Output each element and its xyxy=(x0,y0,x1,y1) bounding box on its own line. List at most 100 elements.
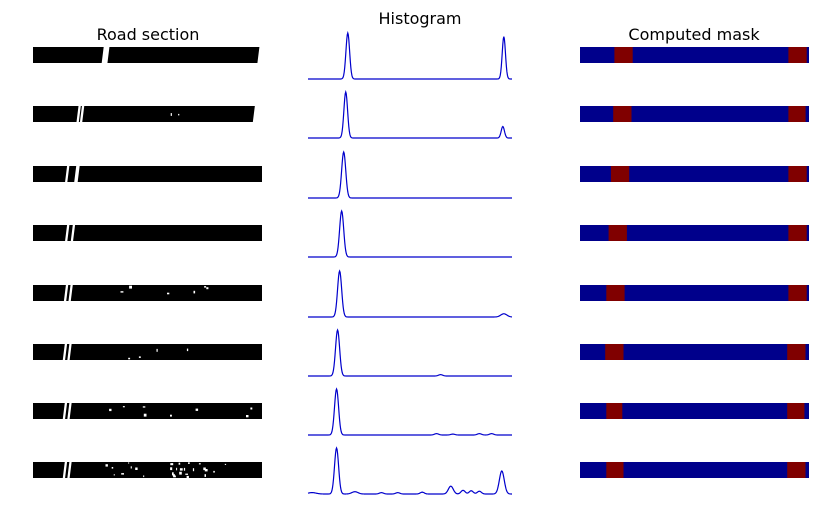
histogram-line-7 xyxy=(308,387,512,436)
mask-lane-cell xyxy=(787,462,806,478)
road-lane-gap xyxy=(101,47,110,63)
road-speck xyxy=(135,467,138,470)
road-speck xyxy=(105,464,108,467)
mask-lane-cell xyxy=(606,403,623,419)
road-lane-gap xyxy=(65,225,70,241)
road-lane-gap xyxy=(67,344,72,360)
road-speck xyxy=(198,463,201,465)
road-lane-gap xyxy=(79,106,85,122)
road-speck xyxy=(170,414,172,417)
road-section-4 xyxy=(33,225,262,241)
histogram-line-8 xyxy=(307,446,513,495)
road-speck xyxy=(250,407,253,410)
histogram-line-4 xyxy=(308,209,512,258)
mask-row-1 xyxy=(580,47,809,63)
road-speck xyxy=(176,467,178,471)
road-speck xyxy=(111,467,114,469)
road-lane-gap xyxy=(252,106,264,122)
road-speck xyxy=(170,467,173,471)
road-speck xyxy=(128,357,131,360)
road-lane-gap xyxy=(70,225,76,241)
road-speck xyxy=(142,406,146,408)
road-speck xyxy=(188,462,190,464)
road-lane-gap xyxy=(76,106,81,122)
road-section-7 xyxy=(33,403,262,419)
histogram-line-5 xyxy=(308,269,513,318)
road-section-5 xyxy=(33,285,262,301)
road-lane-gap xyxy=(63,285,69,301)
mask-lane-cell xyxy=(606,462,624,478)
road-speck xyxy=(179,471,182,475)
road-speck xyxy=(204,474,206,477)
road-speck xyxy=(170,463,174,466)
histogram-line-1 xyxy=(308,30,512,80)
road-speck xyxy=(128,462,130,464)
road-speck xyxy=(186,475,189,479)
road-speck xyxy=(183,467,186,471)
mask-row-6 xyxy=(580,344,809,360)
mask-lane-cell xyxy=(788,285,807,301)
road-speck xyxy=(143,413,147,417)
mask-lane-cell xyxy=(788,106,806,122)
mask-row-4 xyxy=(580,225,809,241)
road-section-6 xyxy=(33,344,262,360)
mask-lane-cell xyxy=(788,166,807,182)
mask-lane-cell xyxy=(788,47,807,63)
road-section-8 xyxy=(33,462,262,478)
road-speck xyxy=(178,113,180,116)
road-speck xyxy=(143,475,145,478)
road-lane-gap xyxy=(62,403,68,419)
mask-lane-cell xyxy=(605,344,624,360)
road-speck xyxy=(204,469,208,472)
histogram-title: Histogram xyxy=(378,9,462,28)
road-speck xyxy=(121,473,124,475)
road-speck xyxy=(138,356,141,358)
road-section-1 xyxy=(33,47,262,63)
mask-row-2 xyxy=(580,106,809,122)
road-speck xyxy=(195,408,199,411)
road-speck xyxy=(213,470,215,473)
mask-lane-cell xyxy=(606,285,625,301)
road-lane-gap xyxy=(67,403,72,419)
road-speck xyxy=(129,285,132,289)
road-speck xyxy=(167,292,170,295)
road-speck xyxy=(203,467,206,471)
histogram-line-2 xyxy=(308,89,512,139)
road-speck xyxy=(204,286,207,288)
road-speck xyxy=(246,415,249,418)
mask-lane-cell xyxy=(608,225,627,241)
road-section-2 xyxy=(33,106,262,122)
computed-mask-title: Computed mask xyxy=(628,25,760,44)
road-lane-gap xyxy=(67,462,72,478)
road-speck xyxy=(172,472,174,476)
road-speck xyxy=(206,287,209,290)
mask-row-8 xyxy=(580,462,809,478)
road-lane-gap xyxy=(62,344,68,360)
road-section-3 xyxy=(33,166,262,182)
mask-row-7 xyxy=(580,403,809,419)
road-speck xyxy=(109,408,112,412)
road-speck xyxy=(130,466,132,469)
road-speck xyxy=(224,463,227,465)
road-speck xyxy=(178,462,181,465)
road-speck xyxy=(186,348,189,352)
road-speck xyxy=(193,290,196,294)
mask-lane-cell xyxy=(610,166,630,182)
road-speck xyxy=(170,113,172,116)
mask-lane-cell xyxy=(787,403,805,419)
mask-lane-cell xyxy=(613,106,632,122)
road-lane-gap xyxy=(257,47,264,63)
road-lane-gap xyxy=(62,462,68,478)
mask-lane-cell xyxy=(788,225,807,241)
road-speck xyxy=(113,474,115,476)
road-speck xyxy=(173,475,176,478)
road-speck xyxy=(172,474,175,477)
road-speck xyxy=(120,291,124,293)
road-lane-gap xyxy=(68,285,73,301)
road-speck xyxy=(192,468,195,472)
mask-row-5 xyxy=(580,285,809,301)
road-section-title: Road section xyxy=(96,25,200,44)
histogram-line-6 xyxy=(308,328,512,377)
